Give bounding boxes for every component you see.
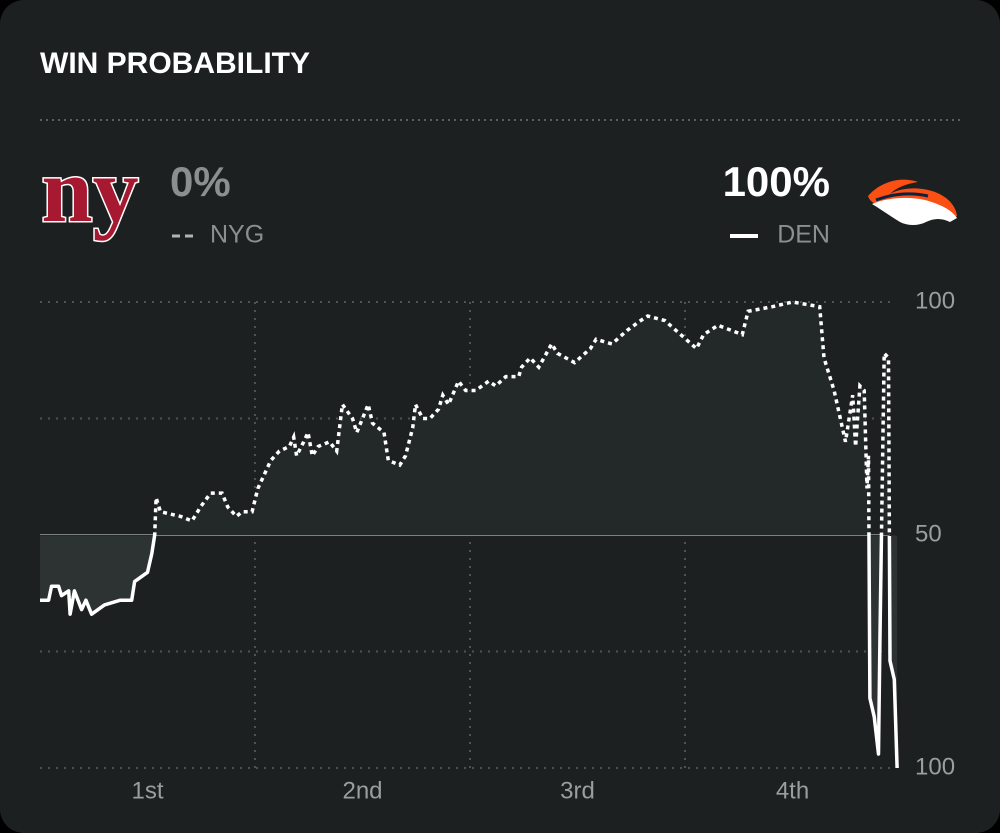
den-logo-outline [875, 192, 929, 202]
den-abbr: DEN [777, 221, 830, 249]
nyg-logo-text: ny [41, 139, 138, 241]
line-nyg [152, 300, 892, 536]
area-below [40, 536, 898, 768]
y-tick-label: 100 [915, 287, 955, 314]
den-logo-head [872, 197, 957, 225]
den-logo [868, 179, 957, 225]
x-tick-label: 4th [776, 777, 809, 804]
plot: 100 50 100 1st 2nd 3rd 4th [40, 287, 955, 804]
den-win-probability: 100% [723, 158, 830, 205]
nyg-abbr: NYG [210, 221, 264, 249]
nyg-logo: ny [40, 138, 140, 243]
x-tick-label: 3rd [560, 777, 595, 804]
area-above [40, 302, 898, 536]
x-tick-label: 1st [131, 777, 163, 804]
x-tick-label: 2nd [342, 777, 382, 804]
y-tick-label: 100 [915, 753, 955, 780]
nyg-win-probability: 0% [170, 158, 231, 205]
y-tick-label: 50 [915, 520, 942, 547]
title: WIN PROBABILITY [40, 47, 310, 80]
